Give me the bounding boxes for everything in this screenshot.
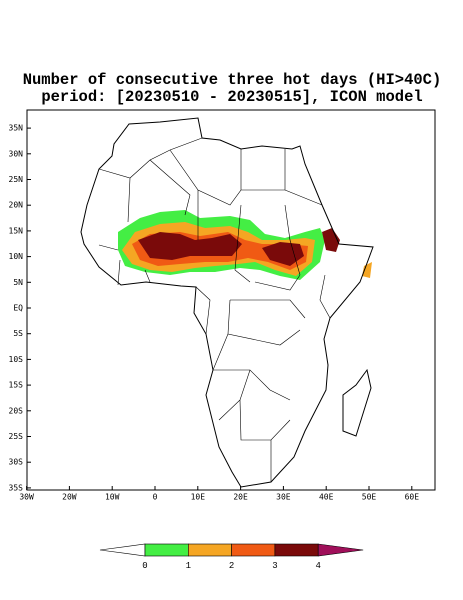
lat-label: 10S	[9, 355, 24, 364]
lat-label: 5S	[13, 329, 23, 338]
colorbar-end	[317, 543, 364, 557]
title-line: period: [20230510 - 20230515], ICON mode…	[41, 88, 422, 106]
colorbar-segment	[231, 543, 276, 557]
lat-label: 30S	[9, 458, 24, 467]
colorbar-segment	[274, 543, 319, 557]
lat-label: 25S	[9, 432, 24, 441]
lat-label: 5N	[13, 278, 23, 287]
hot-day-field	[118, 210, 372, 280]
lat-label: 15S	[9, 381, 24, 390]
lon-label: 30E	[276, 493, 291, 502]
lat-label: 25N	[9, 175, 24, 184]
lat-label: 35N	[9, 124, 24, 133]
colorbar-label: 3	[272, 561, 277, 571]
lon-label: 40E	[319, 493, 334, 502]
coastline	[80, 117, 374, 488]
lon-label: 50E	[362, 493, 377, 502]
lon-label: 30W	[19, 493, 34, 502]
lat-label: 15N	[9, 226, 24, 235]
colorbar-segment	[188, 543, 232, 557]
lon-label: 10E	[191, 493, 206, 502]
map-frame	[26, 109, 436, 491]
map	[26, 109, 436, 491]
lon-label: 10W	[105, 493, 120, 502]
lat-label: 35S	[9, 483, 24, 492]
colorbar-label: 1	[186, 561, 191, 571]
colorbar-label: 0	[142, 561, 147, 571]
colorbar-end	[99, 543, 146, 557]
colorbar-label: 4	[315, 561, 320, 571]
lon-label: 20E	[233, 493, 248, 502]
lon-label: 60E	[405, 493, 420, 502]
title-line: Number of consecutive three hot days (HI…	[23, 71, 442, 89]
lat-label: 10N	[9, 252, 24, 261]
lat-label: 20S	[9, 406, 24, 415]
lon-label: 0	[153, 493, 158, 502]
colorbar-label: 2	[229, 561, 234, 571]
lat-label: 30N	[9, 149, 24, 158]
colorbar-segment	[144, 543, 189, 557]
lat-label: 20N	[9, 201, 24, 210]
coastline	[342, 368, 372, 437]
lon-label: 20W	[62, 493, 77, 502]
colorbar: 0 1 2 3 4	[99, 543, 364, 571]
lat-label: EQ	[13, 304, 23, 313]
borders	[98, 137, 331, 482]
